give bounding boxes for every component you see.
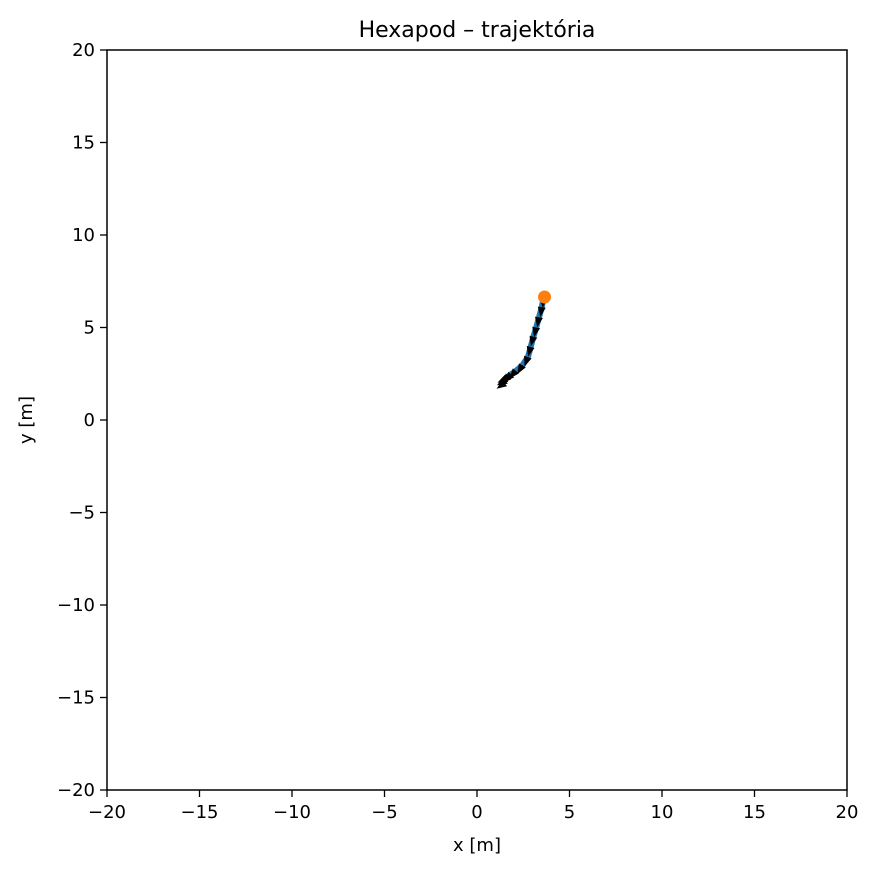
- x-tick-label: 0: [471, 802, 482, 823]
- heading-arrow: [504, 371, 515, 382]
- y-tick-label: 15: [72, 133, 95, 154]
- y-tick-label: −15: [57, 688, 95, 709]
- heading-arrow: [535, 316, 543, 328]
- heading-arrow: [524, 355, 532, 367]
- x-tick-label: 5: [564, 802, 575, 823]
- x-axis-label: x [m]: [453, 835, 501, 856]
- y-tick-label: 5: [84, 318, 95, 339]
- x-tick-label: 15: [743, 802, 766, 823]
- heading-arrow: [526, 345, 535, 357]
- data-layer: [496, 290, 552, 389]
- y-axis-label: y [m]: [16, 396, 37, 444]
- heading-arrow: [517, 363, 526, 375]
- x-axis-ticks: −20 −15 −10 −5 0 5 10 15 20: [88, 790, 858, 823]
- y-tick-label: −5: [68, 503, 95, 524]
- y-axis-ticks: −20 −15 −10 −5 0 5 10 15 20: [57, 40, 107, 801]
- y-tick-label: −20: [57, 780, 95, 801]
- x-tick-label: −20: [88, 802, 126, 823]
- y-tick-label: 10: [72, 225, 95, 246]
- position-marker: [538, 290, 552, 304]
- x-tick-label: −5: [371, 802, 398, 823]
- y-tick-label: 0: [84, 410, 95, 431]
- heading-arrow: [529, 335, 538, 347]
- plot-area: [107, 50, 847, 790]
- plot-frame: [106, 49, 848, 791]
- y-tick-label: 20: [72, 40, 95, 61]
- x-tick-label: −10: [273, 802, 311, 823]
- x-tick-label: 20: [836, 802, 859, 823]
- chart-title: Hexapod – trajektória: [359, 18, 596, 43]
- x-tick-label: −15: [181, 802, 219, 823]
- x-tick-label: 10: [651, 802, 674, 823]
- heading-arrow: [537, 306, 546, 318]
- heading-arrow: [532, 326, 541, 338]
- y-tick-label: −10: [57, 595, 95, 616]
- heading-arrow: [509, 368, 519, 379]
